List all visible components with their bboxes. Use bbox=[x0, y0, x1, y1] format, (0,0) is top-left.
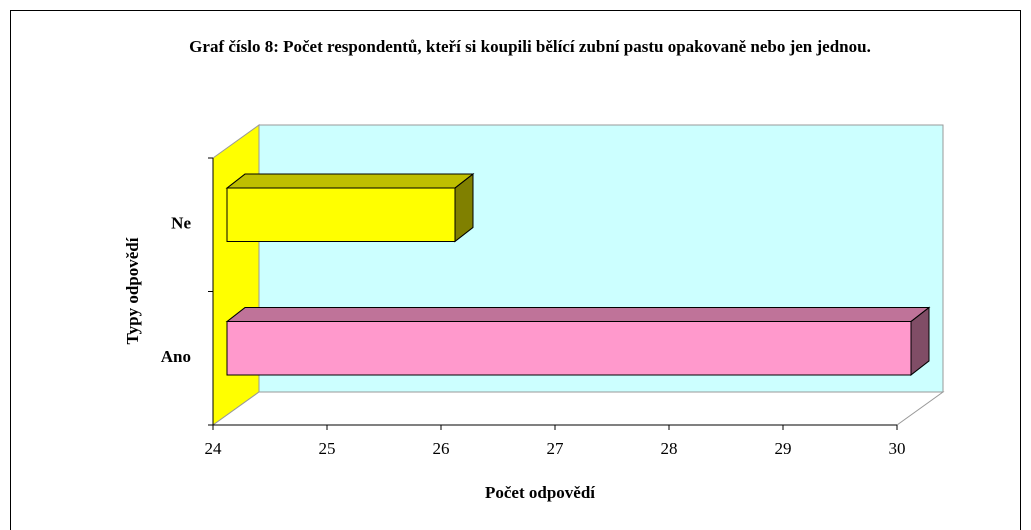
bar-face bbox=[225, 173, 475, 189]
y-tick-label: Ne bbox=[171, 214, 191, 233]
bar bbox=[225, 306, 931, 376]
bar-face bbox=[225, 307, 931, 323]
x-tick-label: 24 bbox=[205, 439, 223, 458]
side-wall bbox=[212, 124, 260, 426]
frame bbox=[10, 10, 1021, 530]
x-tick-label: 27 bbox=[547, 439, 565, 458]
x-tick-label: 26 bbox=[433, 439, 450, 458]
x-tick-label: 30 bbox=[889, 439, 906, 458]
y-axis-label: Typy odpovědí bbox=[123, 237, 142, 344]
y-tick-label: Ano bbox=[161, 347, 191, 366]
bar-face bbox=[226, 321, 912, 376]
bar bbox=[225, 173, 475, 243]
chart-title: Graf číslo 8: Počet respondentů, kteří s… bbox=[189, 37, 871, 56]
floor bbox=[211, 391, 945, 426]
x-axis-label: Počet odpovědí bbox=[485, 483, 595, 502]
bar-face bbox=[226, 187, 456, 242]
x-tick-label: 28 bbox=[661, 439, 678, 458]
x-tick-label: 29 bbox=[775, 439, 792, 458]
x-tick-label: 25 bbox=[319, 439, 336, 458]
